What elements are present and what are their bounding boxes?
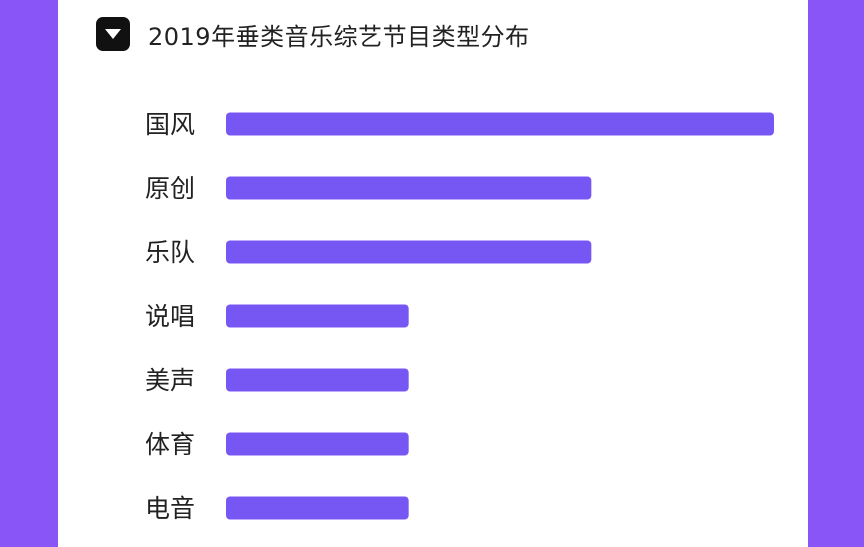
- bar: [226, 304, 409, 328]
- chart-title: 2019年垂类音乐综艺节目类型分布: [148, 22, 530, 51]
- bar: [226, 176, 592, 200]
- bar: [226, 368, 409, 392]
- category-label: 说唱: [145, 302, 195, 331]
- bar: [226, 432, 409, 456]
- chart-header: 2019年垂类音乐综艺节目类型分布: [96, 16, 530, 52]
- category-label: 体育: [145, 430, 195, 459]
- category-label: 电音: [145, 494, 195, 523]
- category-label: 乐队: [145, 238, 195, 267]
- collapse-toggle-button[interactable]: [96, 17, 130, 51]
- bar: [226, 112, 774, 136]
- category-label: 美声: [145, 366, 195, 395]
- category-label: 原创: [145, 174, 195, 203]
- bar: [226, 496, 409, 520]
- triangle-down-icon: [105, 29, 121, 39]
- chart-card: 2019年垂类音乐综艺节目类型分布 国风原创乐队说唱美声体育电音: [58, 0, 808, 547]
- category-label: 国风: [145, 110, 195, 139]
- bar: [226, 240, 592, 264]
